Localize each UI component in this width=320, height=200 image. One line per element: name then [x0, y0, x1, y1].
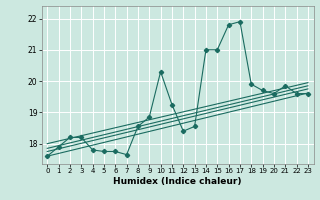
X-axis label: Humidex (Indice chaleur): Humidex (Indice chaleur)	[113, 177, 242, 186]
